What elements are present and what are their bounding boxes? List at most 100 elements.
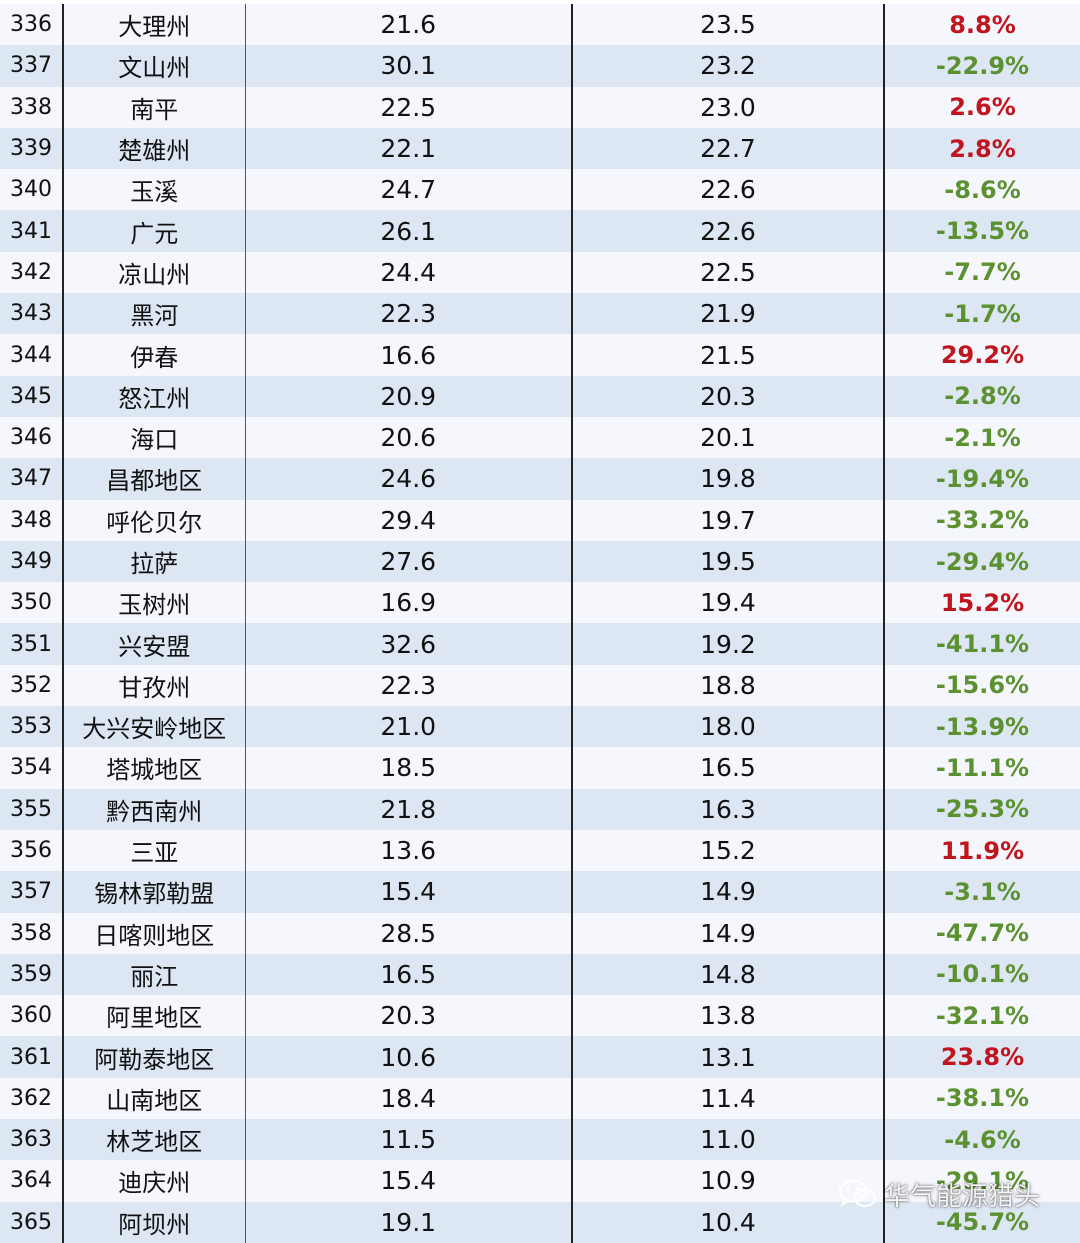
- table-row: 358 日喀则地区 28.5 14.9 -47.7%: [0, 912, 1080, 954]
- rank-cell: 344: [0, 334, 64, 376]
- table-row: 362 山南地区 18.4 11.4 -38.1%: [0, 1077, 1080, 1120]
- rank-cell: 355: [0, 788, 64, 830]
- value-2017-cell: 21.5: [572, 334, 885, 376]
- table-row: 341 广元 26.1 22.6 -13.5%: [0, 210, 1080, 252]
- change-pct-cell: 2.8%: [949, 134, 1016, 163]
- change-pct-cell: -4.6%: [944, 1125, 1021, 1154]
- value-2016-cell: 22.5: [245, 86, 573, 128]
- table-row: 345 怒江州 20.9 20.3 -2.8%: [0, 375, 1080, 417]
- value-2017-cell: 16.3: [572, 788, 885, 830]
- change-pct-cell: -2.8%: [944, 382, 1021, 411]
- change-pct-cell: -11.1%: [935, 753, 1030, 782]
- city-cell: 日喀则地区: [63, 912, 246, 954]
- change-pct-cell: -19.4%: [935, 464, 1030, 493]
- table-row: 354 塔城地区 18.5 16.5 -11.1%: [0, 747, 1080, 789]
- value-2017-cell: 16.5: [572, 747, 885, 789]
- rank-cell: 352: [0, 664, 64, 707]
- change-pct-cell: -32.1%: [935, 1001, 1030, 1030]
- value-2016-cell: 19.1: [245, 1201, 573, 1243]
- value-2017-cell: 22.5: [572, 251, 885, 294]
- value-2016-cell: 16.6: [245, 334, 573, 376]
- value-2016-cell: 18.4: [245, 1077, 573, 1120]
- city-cell: 怒江州: [63, 375, 246, 417]
- value-2016-cell: 21.6: [245, 4, 573, 46]
- city-cell: 黑河: [63, 293, 246, 335]
- change-pct-cell: 29.2%: [940, 341, 1025, 370]
- rank-cell: 343: [0, 293, 64, 335]
- value-2016-cell: 22.3: [245, 664, 573, 707]
- value-2017-cell: 14.8: [572, 953, 885, 996]
- value-2016-cell: 22.3: [245, 293, 573, 335]
- change-pct-cell: 23.8%: [940, 1043, 1025, 1072]
- value-2016-cell: 32.6: [245, 623, 573, 665]
- value-2016-cell: 21.8: [245, 788, 573, 830]
- change-pct-cell: -13.5%: [935, 217, 1030, 246]
- city-cell: 阿里地区: [63, 995, 246, 1037]
- data-table: 336 大理州 21.6 23.5 8.8% 337 文山州 30.1 23.2 -22.9% 33…: [0, 4, 1080, 1243]
- change-pct-cell: -7.7%: [944, 258, 1021, 287]
- value-2017-cell: 18.0: [572, 706, 885, 748]
- table-row: 340 玉溪 24.7 22.6 -8.6%: [0, 169, 1080, 211]
- rank-cell: 350: [0, 582, 64, 624]
- change-pct-cell: -45.7%: [935, 1208, 1030, 1237]
- city-cell: 玉树州: [63, 582, 246, 624]
- rank-cell: 365: [0, 1201, 64, 1243]
- watermark: 华气能源猎头: [838, 1172, 1040, 1216]
- rank-cell: 361: [0, 1036, 64, 1078]
- city-cell: 凉山州: [63, 251, 246, 294]
- rank-cell: 353: [0, 706, 64, 748]
- change-pct-cell: -3.1%: [944, 877, 1021, 906]
- data-table-container: 336 大理州 21.6 23.5 8.8% 337 文山州 30.1 23.2 -22.9% 33…: [0, 4, 1080, 1243]
- change-pct-cell: -41.1%: [935, 630, 1030, 659]
- table-row: 357 锡林郭勒盟 15.4 14.9 -3.1%: [0, 871, 1080, 913]
- change-pct-cell: -22.9%: [935, 51, 1030, 80]
- change-pct-cell: -1.7%: [944, 299, 1021, 328]
- value-2017-cell: 15.2: [572, 829, 885, 872]
- city-cell: 甘孜州: [63, 664, 246, 707]
- change-pct-cell: -38.1%: [935, 1084, 1030, 1113]
- city-cell: 山南地区: [63, 1077, 246, 1120]
- value-2017-cell: 19.2: [572, 623, 885, 665]
- table-row: 365 阿坝州 19.1 10.4 -45.7%: [0, 1201, 1080, 1243]
- change-pct-cell: -15.6%: [935, 671, 1030, 700]
- table-row: 360 阿里地区 20.3 13.8 -32.1%: [0, 995, 1080, 1037]
- rank-cell: 357: [0, 871, 64, 913]
- change-pct-cell: -29.1%: [935, 1166, 1030, 1195]
- table-body: 336 大理州 21.6 23.5 8.8% 337 文山州 30.1 23.2 -22.9% 33…: [0, 4, 1080, 1243]
- value-2016-cell: 27.6: [245, 540, 573, 583]
- change-pct-cell: -8.6%: [944, 175, 1021, 204]
- value-2017-cell: 23.2: [572, 45, 885, 87]
- city-cell: 塔城地区: [63, 747, 246, 789]
- table-row: 363 林芝地区 11.5 11.0 -4.6%: [0, 1119, 1080, 1161]
- table-row: 338 南平 22.5 23.0 2.6%: [0, 86, 1080, 128]
- rank-cell: 336: [0, 4, 64, 46]
- value-2017-cell: 22.6: [572, 169, 885, 211]
- value-2017-cell: 23.0: [572, 86, 885, 128]
- city-cell: 伊春: [63, 334, 246, 376]
- rank-cell: 358: [0, 912, 64, 954]
- change-pct-cell: -2.1%: [944, 423, 1021, 452]
- rank-cell: 356: [0, 829, 64, 872]
- value-2016-cell: 22.1: [245, 127, 573, 170]
- change-pct-cell: -33.2%: [935, 506, 1030, 535]
- rank-cell: 348: [0, 499, 64, 541]
- table-row: 339 楚雄州 22.1 22.7 2.8%: [0, 127, 1080, 170]
- city-cell: 大兴安岭地区: [63, 706, 246, 748]
- value-2017-cell: 22.6: [572, 210, 885, 252]
- value-2016-cell: 29.4: [245, 499, 573, 541]
- value-2017-cell: 21.9: [572, 293, 885, 335]
- value-2017-cell: 19.4: [572, 582, 885, 624]
- change-pct-cell: -47.7%: [935, 919, 1030, 948]
- city-cell: 阿坝州: [63, 1201, 246, 1243]
- value-2016-cell: 15.4: [245, 1160, 573, 1202]
- value-2017-cell: 20.1: [572, 416, 885, 459]
- wechat-icon: [838, 1178, 878, 1210]
- table-row: 337 文山州 30.1 23.2 -22.9%: [0, 45, 1080, 87]
- value-2017-cell: 10.4: [572, 1201, 885, 1243]
- value-2017-cell: 10.9: [572, 1160, 885, 1202]
- change-pct-cell: -13.9%: [935, 712, 1030, 741]
- rank-cell: 349: [0, 540, 64, 583]
- change-pct-cell: 11.9%: [940, 836, 1025, 865]
- change-pct-cell: -29.4%: [935, 547, 1030, 576]
- change-pct-cell: -10.1%: [935, 960, 1030, 989]
